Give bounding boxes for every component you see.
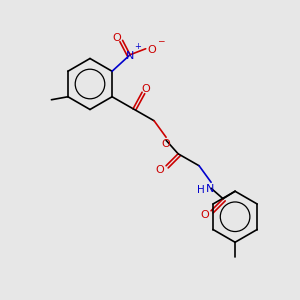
Text: O: O [156,165,164,175]
Text: O: O [201,210,209,220]
Text: O: O [113,33,122,43]
Text: N: N [126,51,134,61]
Text: −: − [157,36,165,45]
Text: +: + [134,42,141,51]
Text: O: O [142,84,150,94]
Text: O: O [162,139,170,149]
Text: N: N [206,184,214,194]
Text: H: H [197,185,205,195]
Text: O: O [147,45,156,55]
